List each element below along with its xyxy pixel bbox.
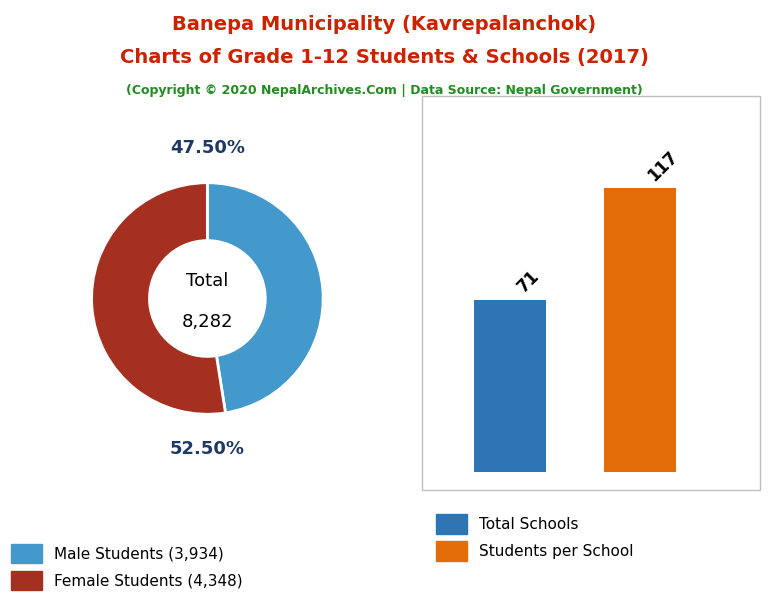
Wedge shape: [207, 183, 323, 413]
Bar: [604, 189, 677, 472]
Text: (Copyright © 2020 NepalArchives.Com | Data Source: Nepal Government): (Copyright © 2020 NepalArchives.Com | Da…: [126, 84, 642, 97]
Text: Charts of Grade 1-12 Students & Schools (2017): Charts of Grade 1-12 Students & Schools …: [120, 48, 648, 67]
Legend: Male Students (3,934), Female Students (4,348): Male Students (3,934), Female Students (…: [5, 537, 249, 596]
Text: 8,282: 8,282: [181, 313, 233, 331]
Text: 71: 71: [514, 267, 543, 296]
Text: 117: 117: [644, 147, 681, 185]
Text: 52.50%: 52.50%: [170, 440, 245, 458]
Wedge shape: [91, 183, 226, 414]
Bar: [474, 300, 545, 472]
Text: Banepa Municipality (Kavrepalanchok): Banepa Municipality (Kavrepalanchok): [172, 15, 596, 34]
Legend: Total Schools, Students per School: Total Schools, Students per School: [430, 508, 640, 567]
Text: 47.50%: 47.50%: [170, 139, 245, 157]
Text: Total: Total: [186, 272, 229, 290]
